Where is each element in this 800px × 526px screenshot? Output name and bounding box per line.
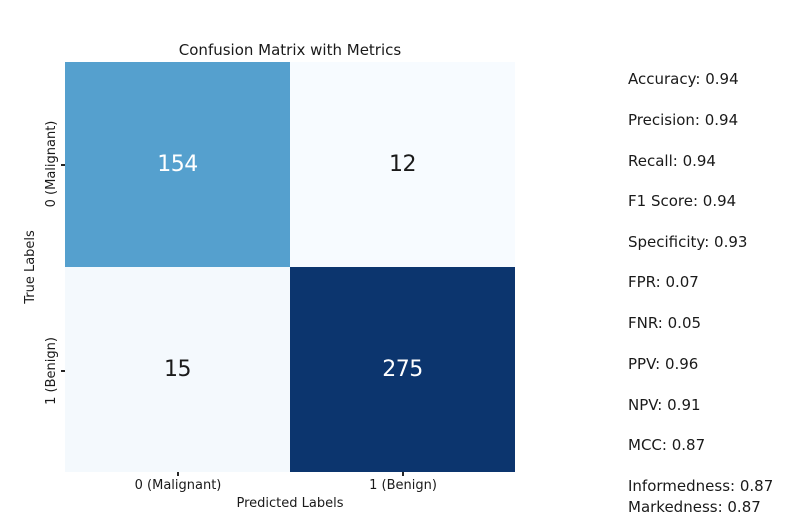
cell-value-r0c0: 154: [157, 152, 198, 177]
metric-fpr: FPR: 0.07: [628, 273, 699, 291]
y-tick-mark-0: [61, 164, 65, 166]
matrix-cell-r1c1: 275: [290, 267, 515, 472]
x-axis-label: Predicted Labels: [236, 496, 344, 511]
y-axis-label: True Labels: [23, 230, 38, 304]
metric-f1-score: F1 Score: 0.94: [628, 192, 737, 210]
matrix-cell-r0c1: 12: [290, 62, 515, 267]
metric-markedness: Markedness: 0.87: [628, 498, 761, 516]
confusion-matrix: 154 12 15 275: [65, 62, 515, 472]
matrix-cell-r0c0: 154: [65, 62, 290, 267]
metric-mcc: MCC: 0.87: [628, 436, 706, 454]
metric-ppv: PPV: 0.96: [628, 355, 699, 373]
y-tick-label-malignant: 0 (Malignant): [44, 120, 59, 208]
metric-recall: Recall: 0.94: [628, 152, 716, 170]
y-tick-mark-1: [61, 370, 65, 372]
cell-value-r1c0: 15: [164, 357, 192, 382]
x-tick-mark-1: [402, 472, 404, 476]
x-tick-label-benign: 1 (Benign): [369, 478, 437, 493]
metric-precision: Precision: 0.94: [628, 111, 739, 129]
metric-accuracy: Accuracy: 0.94: [628, 70, 739, 88]
matrix-cell-r1c0: 15: [65, 267, 290, 472]
y-tick-label-benign: 1 (Benign): [44, 337, 59, 405]
metric-fnr: FNR: 0.05: [628, 314, 702, 332]
metric-npv: NPV: 0.91: [628, 396, 701, 414]
chart-title: Confusion Matrix with Metrics: [178, 41, 402, 59]
metric-specificity: Specificity: 0.93: [628, 233, 748, 251]
cell-value-r0c1: 12: [389, 152, 417, 177]
x-tick-label-malignant: 0 (Malignant): [134, 478, 222, 493]
x-tick-mark-0: [177, 472, 179, 476]
metric-informedness: Informedness: 0.87: [628, 477, 774, 495]
cell-value-r1c1: 275: [382, 357, 423, 382]
